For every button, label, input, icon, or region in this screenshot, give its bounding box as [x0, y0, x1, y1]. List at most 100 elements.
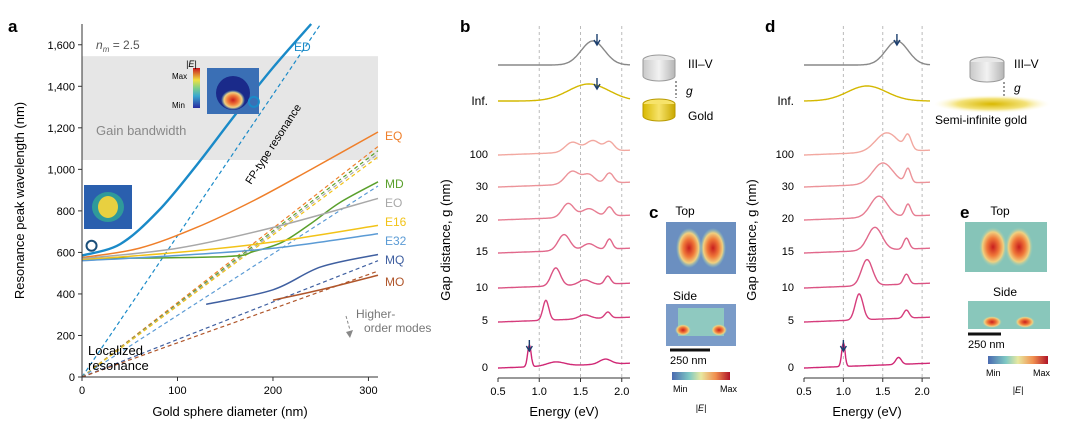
spectrum-0 [498, 342, 630, 369]
panel-c-top: Top [675, 204, 695, 218]
spectrum-iiiv [804, 40, 931, 66]
a-marker-localized [85, 239, 98, 252]
panel-d: d 0.5 1.0 1.5 2.0 Energy (eV) Gap distance, g… [744, 17, 1050, 419]
a-dashed-mo-asym [81, 270, 379, 378]
legend-d-gold: Semi-infinite gold [935, 113, 1027, 127]
spectrum-peak-arrow [593, 78, 601, 91]
colorbar-min: Min [172, 101, 185, 110]
gap-label-100: 100 [470, 149, 488, 161]
panel-a: a Gain bandwidth nm = 2.5 0 200 400 600 800 1… [8, 17, 431, 419]
gap-label-30: 30 [476, 181, 488, 193]
spectrum-peak-arrow [893, 34, 901, 47]
higher-arrow-line [345, 315, 351, 331]
a-series-mo [272, 274, 379, 301]
a-series-label-mq: MQ [385, 253, 404, 267]
c-top-lobe-right [700, 228, 726, 268]
spectra-x-tick-label: 1.5 [573, 386, 588, 398]
gap-label-5: 5 [482, 315, 488, 327]
higher-label-2: order modes [364, 321, 431, 335]
spectrum-0 [804, 340, 930, 369]
spectrum-20 [498, 202, 630, 221]
spectra-y-axis-label: Gap distance, g (nm) [438, 179, 453, 300]
higher-arrow-head [346, 330, 353, 338]
spectrum-10 [498, 267, 630, 289]
a-series-label-md: MD [385, 177, 404, 191]
colorbar-max: Max [172, 72, 187, 81]
c-max: Max [720, 384, 738, 394]
gap-label-15: 15 [782, 246, 794, 258]
spectra-x-axis-label: Energy (eV) [832, 404, 901, 419]
spectrum-5 [498, 299, 630, 323]
spectra-y-axis-label: Gap distance, g (nm) [744, 179, 759, 300]
a-series-eo [81, 197, 379, 260]
a-series-ed [81, 23, 313, 257]
gap-label-0: 0 [482, 362, 488, 374]
gap-label-100: 100 [776, 149, 794, 161]
c-min: Min [673, 384, 688, 394]
gain-bandwidth-label: Gain bandwidth [96, 123, 186, 138]
e-efield: |E| [1013, 385, 1024, 395]
localized-label-2: resonance [88, 358, 149, 373]
c-efield: |E| [696, 403, 707, 413]
gap-label-30: 30 [782, 181, 794, 193]
semi-infinite-gold-slab [934, 95, 1050, 113]
c-side-hot-left [675, 324, 691, 336]
e-side-hot-left [982, 316, 1002, 328]
a-x-tick-label: 100 [168, 385, 186, 397]
a-series-mq [205, 253, 379, 306]
localized-field-core [98, 196, 118, 218]
a-series-label-eo: EO [385, 196, 402, 210]
e-max: Max [1033, 368, 1051, 378]
a-series-e16 [81, 224, 379, 261]
gold-cylinder-body [642, 104, 676, 122]
spectrum-inf [804, 85, 930, 102]
spectra-x-tick-label: 0.5 [796, 386, 811, 398]
inset-fp-field: |E| Max Min [172, 59, 259, 114]
a-y-tick-label: 800 [57, 206, 75, 218]
spectrum-15 [498, 233, 630, 254]
c-scale-label: 250 nm [670, 355, 707, 367]
c-colorbar [672, 372, 730, 380]
a-series-eq [81, 131, 379, 259]
a-y-tick-label: 1,000 [47, 164, 75, 176]
spectrum-30 [804, 162, 930, 188]
spectra-x-tick-label: 2.0 [914, 386, 929, 398]
legend-b-gap: g [686, 84, 693, 98]
inset-localized-field [84, 185, 132, 229]
panel-d-label: d [765, 17, 775, 36]
e-top-lobe-right [1005, 227, 1033, 267]
spectra-x-tick-label: 1.5 [875, 386, 890, 398]
spectrum-5 [804, 293, 930, 323]
a-x-tick-label: 200 [264, 385, 282, 397]
higher-label-1: Higher- [356, 307, 395, 321]
a-dashed-e32-asym [81, 185, 379, 378]
panel-b: b 0.5 1.0 1.5 2.0 Energy (eV) Gap distance, g… [438, 17, 713, 419]
spectrum-peak-arrow [839, 340, 847, 353]
gap-label-10: 10 [476, 282, 488, 294]
gap-label-10: 10 [782, 282, 794, 294]
c-top-lobe-left [676, 228, 702, 268]
spectrum-100 [498, 139, 630, 156]
panel-e: e Top Side 250 nm Min Max |E| [960, 203, 1051, 395]
inf-label: Inf. [471, 94, 488, 108]
legend-d-gap: g [1014, 81, 1021, 95]
e-colorbar [988, 356, 1048, 364]
localized-label-1: Localized [88, 343, 143, 358]
gap-label-20: 20 [476, 213, 488, 225]
iiiv-cylinder-body [642, 60, 676, 82]
spectrum-peak-arrow [525, 340, 533, 353]
a-series-e32 [81, 232, 379, 262]
spectrum-iiiv [498, 40, 630, 66]
a-y-tick-label: 400 [57, 289, 75, 301]
a-dashed-ed-fp [81, 23, 322, 378]
fp-field-hotspot [221, 90, 245, 110]
a-series-label-e32: E32 [385, 234, 407, 248]
a-dashed-e16-asym [81, 156, 379, 378]
e-min: Min [986, 368, 1001, 378]
spectrum-100 [804, 132, 930, 156]
field-colorbar [193, 68, 200, 108]
nm-label: nm = 2.5 [96, 38, 140, 54]
e-side-hot-right [1015, 316, 1035, 328]
a-dashed-md-asym [81, 150, 379, 378]
